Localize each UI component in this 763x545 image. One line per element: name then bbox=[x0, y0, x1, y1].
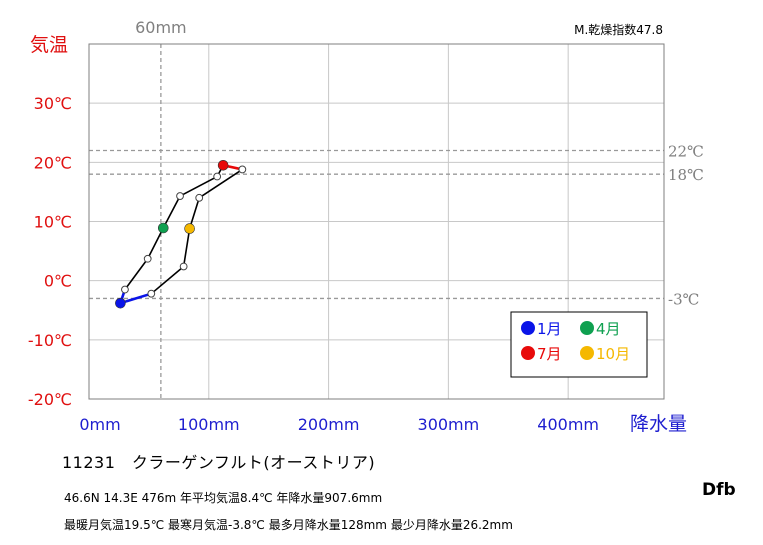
curve-segment bbox=[198, 168, 244, 199]
tick-labels: 0mm 100mm 200mm 300mm 400mm -20℃ -10℃ 0℃ 10℃ 20℃ 3… bbox=[28, 94, 599, 434]
x-tick-label: 300mm bbox=[418, 415, 480, 434]
curve-segment bbox=[146, 227, 165, 260]
x-tick-label: 0mm bbox=[79, 415, 120, 434]
month-point bbox=[179, 262, 188, 271]
legend-marker bbox=[580, 321, 594, 335]
data-points bbox=[115, 159, 247, 309]
legend-label: 1月 bbox=[537, 320, 562, 338]
x-tick-label: 200mm bbox=[298, 415, 360, 434]
plot-frame bbox=[88, 43, 665, 400]
legend-marker bbox=[521, 346, 535, 360]
curve-segment bbox=[150, 265, 185, 295]
legend-box bbox=[510, 311, 648, 378]
reference-lines: 60mm 22℃ 18℃ -3℃ bbox=[89, 18, 704, 399]
ref-label-temp: 18℃ bbox=[668, 166, 704, 184]
station-name: 11231 クラーゲンフルト(オーストリア) bbox=[62, 453, 376, 472]
y-axis-label: 気温 bbox=[30, 34, 68, 56]
month-point bbox=[217, 159, 229, 171]
legend-label: 7月 bbox=[537, 345, 562, 363]
legend: 1月 4月 7月 10月 bbox=[510, 311, 648, 378]
month-point bbox=[143, 254, 152, 263]
legend-marker bbox=[580, 346, 594, 360]
legend-label: 10月 bbox=[596, 345, 630, 363]
x-tick-label: 100mm bbox=[178, 415, 240, 434]
curve-segment bbox=[179, 175, 218, 197]
month-point bbox=[184, 223, 195, 234]
y-tick-label: 10℃ bbox=[34, 213, 72, 232]
station-info-line1: 46.6N 14.3E 476m 年平均気温8.4℃ 年降水量907.6mm bbox=[64, 491, 383, 505]
ref-label-temp: -3℃ bbox=[668, 290, 699, 308]
month-point bbox=[121, 285, 129, 294]
x-tick-label: 400mm bbox=[537, 415, 599, 434]
month-point bbox=[115, 297, 126, 309]
curve-segment bbox=[162, 195, 181, 229]
data-curve bbox=[119, 163, 244, 305]
x-axis-label: 降水量 bbox=[630, 413, 687, 435]
station-info-line2: 最暖月気温19.5℃ 最寒月気温-3.8℃ 最多月降水量128mm 最少月降水量… bbox=[64, 518, 513, 532]
legend-label: 4月 bbox=[596, 320, 621, 338]
month-point bbox=[157, 222, 169, 234]
month-point bbox=[195, 193, 204, 202]
ref-label-precip: 60mm bbox=[135, 18, 187, 37]
month-point bbox=[213, 172, 222, 181]
month-point bbox=[238, 165, 247, 174]
y-tick-label: -20℃ bbox=[28, 390, 72, 409]
dryness-index-annotation: M.乾燥指数47.8 bbox=[574, 22, 663, 37]
ref-label-temp: 22℃ bbox=[668, 143, 704, 161]
y-tick-label: -10℃ bbox=[28, 331, 72, 350]
y-tick-label: 30℃ bbox=[34, 94, 72, 113]
curve-segment bbox=[182, 227, 191, 268]
koppen-class: Dfb bbox=[702, 480, 736, 500]
legend-marker bbox=[521, 321, 535, 335]
month-point bbox=[147, 289, 156, 298]
curve-segment bbox=[124, 257, 149, 291]
y-tick-label: 0℃ bbox=[44, 272, 72, 291]
curve-segment bbox=[119, 292, 153, 305]
grid-lines bbox=[89, 44, 664, 399]
curve-segment bbox=[188, 197, 201, 230]
y-tick-label: 20℃ bbox=[34, 153, 72, 172]
month-point bbox=[176, 192, 184, 200]
